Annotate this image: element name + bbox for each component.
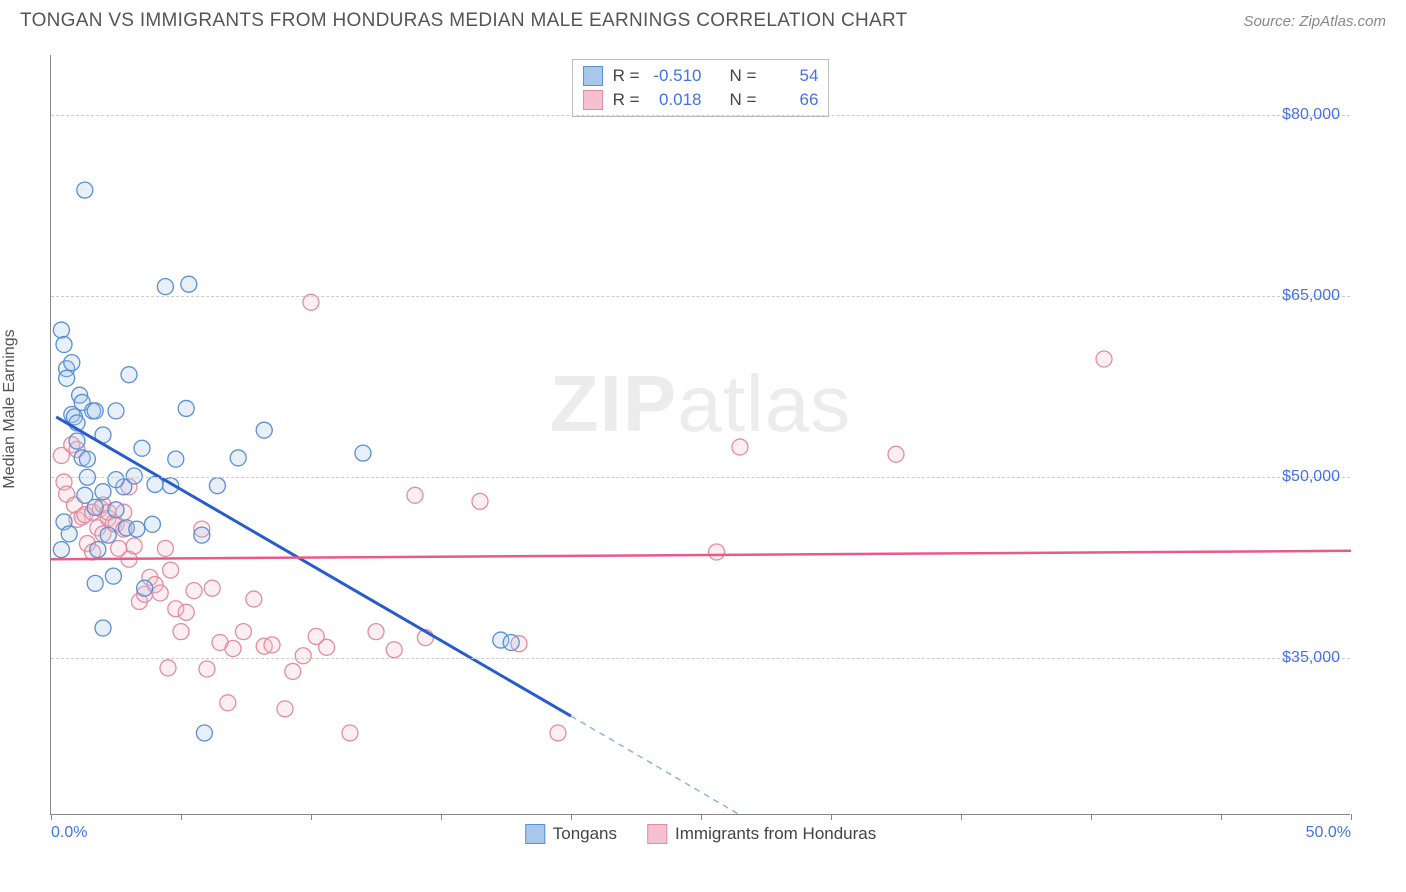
x-tick xyxy=(1221,814,1222,820)
x-tick-label: 50.0% xyxy=(1306,824,1351,842)
series-legend: Tongans Immigrants from Honduras xyxy=(525,824,877,844)
x-tick xyxy=(1351,814,1352,820)
swatch-series-2-b xyxy=(647,824,667,844)
y-tick-label: $65,000 xyxy=(1282,287,1340,305)
legend-item-2: Immigrants from Honduras xyxy=(647,824,876,844)
chart-header: TONGAN VS IMMIGRANTS FROM HONDURAS MEDIA… xyxy=(0,0,1406,32)
chart-title: TONGAN VS IMMIGRANTS FROM HONDURAS MEDIA… xyxy=(20,10,908,32)
legend-item-1: Tongans xyxy=(525,824,617,844)
x-tick xyxy=(1091,814,1092,820)
x-tick-label: 0.0% xyxy=(51,824,87,842)
x-tick xyxy=(571,814,572,820)
x-tick xyxy=(51,814,52,820)
y-tick-label: $50,000 xyxy=(1282,468,1340,486)
x-tick xyxy=(181,814,182,820)
gridline-h xyxy=(51,477,1350,478)
y-tick-label: $80,000 xyxy=(1282,106,1340,124)
x-tick xyxy=(831,814,832,820)
gridline-h xyxy=(51,658,1350,659)
chart-source: Source: ZipAtlas.com xyxy=(1243,13,1386,30)
x-tick xyxy=(311,814,312,820)
x-tick xyxy=(701,814,702,820)
x-tick xyxy=(961,814,962,820)
y-tick-label: $35,000 xyxy=(1282,649,1340,667)
x-tick xyxy=(441,814,442,820)
gridline-h xyxy=(51,296,1350,297)
gridline-h xyxy=(51,115,1350,116)
scatter-svg xyxy=(51,55,1350,814)
y-axis-label: Median Male Earnings xyxy=(1,329,19,488)
chart-plot-area: ZIPatlas R = -0.510 N = 54 R = 0.018 N =… xyxy=(50,55,1350,815)
swatch-series-1-b xyxy=(525,824,545,844)
